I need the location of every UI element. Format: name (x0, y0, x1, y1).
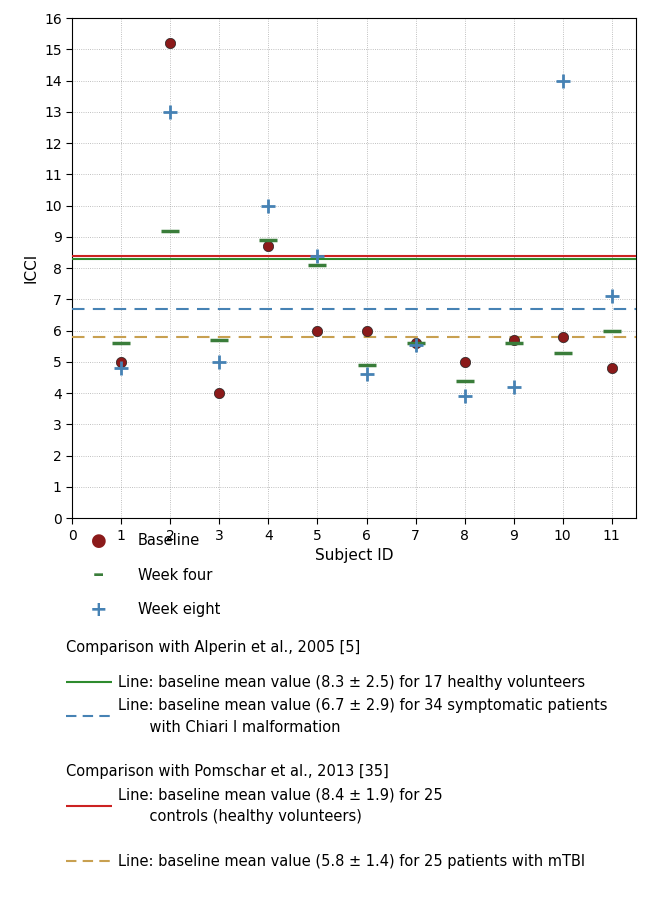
Point (214, 386, 224, 400)
Text: controls (healthy volunteers): controls (healthy volunteers) (131, 809, 362, 824)
Point (508, 333, 519, 347)
Text: Line: baseline mean value (5.8 ± 1.4) for 25 patients with mTBI: Line: baseline mean value (5.8 ± 1.4) fo… (118, 853, 585, 869)
Text: Comparison with Alperin et al., 2005 [5]: Comparison with Alperin et al., 2005 [5] (66, 641, 360, 655)
Text: ●: ● (91, 532, 106, 550)
Text: +: + (90, 600, 107, 620)
Point (607, 361, 617, 375)
Point (459, 354, 470, 370)
Point (165, 36, 176, 51)
Text: Line: baseline mean value (8.3 ± 2.5) for 17 healthy volunteers: Line: baseline mean value (8.3 ± 2.5) fo… (118, 675, 585, 689)
Text: Week four: Week four (138, 568, 212, 583)
Text: Week eight: Week eight (138, 602, 220, 617)
Point (312, 323, 323, 338)
Point (263, 239, 274, 254)
Text: Line: baseline mean value (6.7 ± 2.9) for 34 symptomatic patients: Line: baseline mean value (6.7 ± 2.9) fo… (118, 699, 607, 713)
Y-axis label: ICCI: ICCI (24, 253, 39, 284)
Point (116, 354, 127, 370)
Text: Baseline: Baseline (138, 534, 200, 548)
Point (410, 336, 420, 351)
X-axis label: Subject ID: Subject ID (315, 548, 394, 564)
Point (361, 323, 372, 338)
Text: with Chiari I malformation: with Chiari I malformation (131, 720, 340, 735)
Text: –: – (92, 565, 104, 585)
Point (558, 330, 568, 344)
Text: Comparison with Pomschar et al., 2013 [35]: Comparison with Pomschar et al., 2013 [3… (66, 764, 388, 779)
Text: Line: baseline mean value (8.4 ± 1.9) for 25: Line: baseline mean value (8.4 ± 1.9) fo… (118, 787, 443, 803)
